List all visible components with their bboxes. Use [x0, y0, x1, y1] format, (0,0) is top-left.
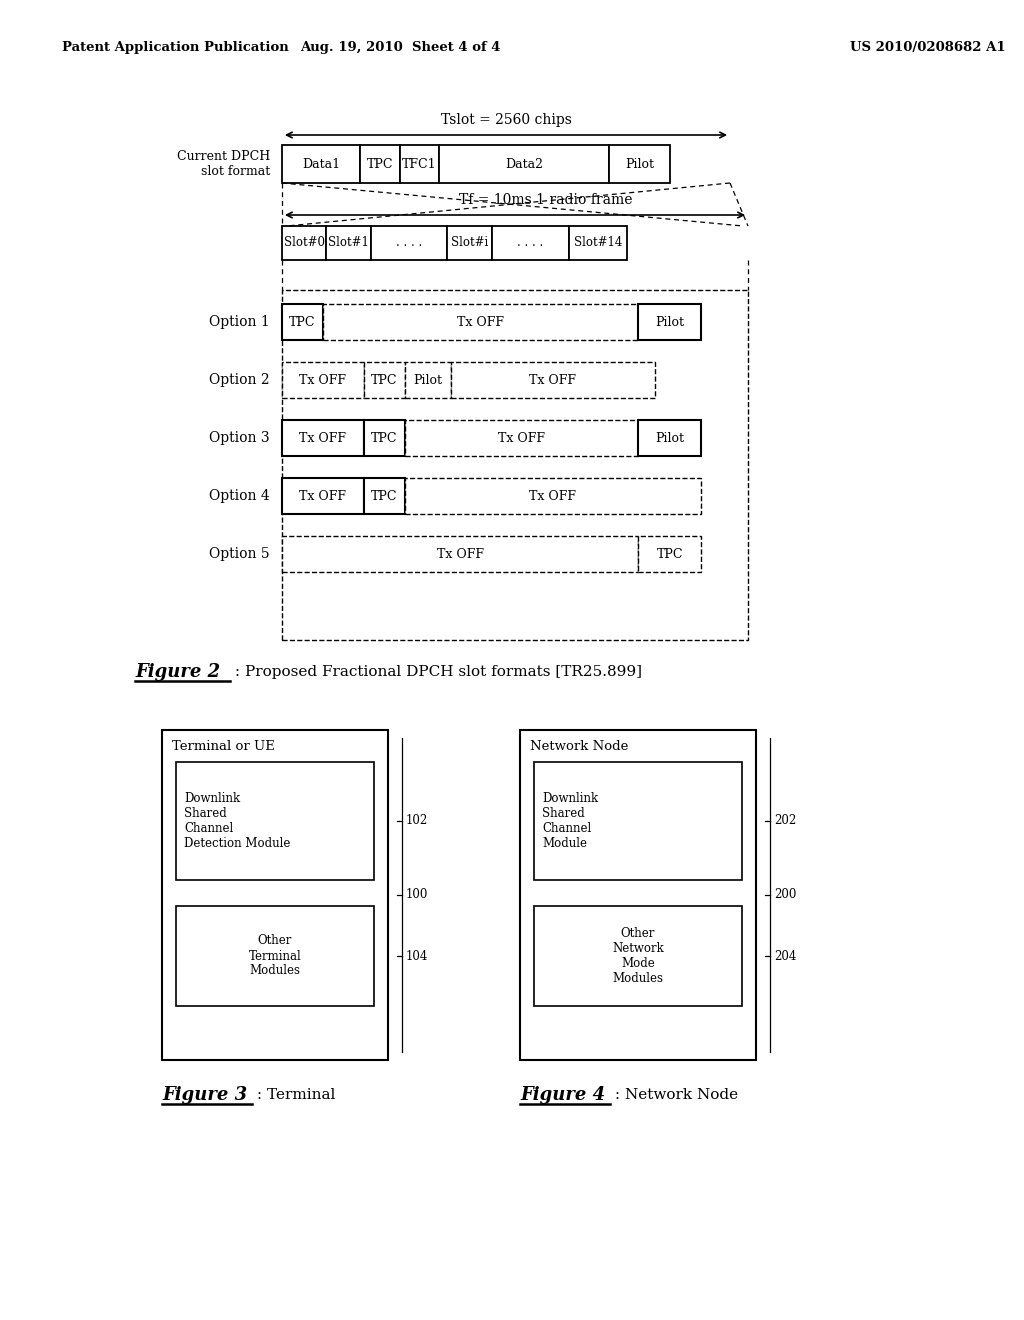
- Text: TPC: TPC: [371, 432, 397, 445]
- Text: Patent Application Publication: Patent Application Publication: [62, 41, 289, 54]
- Text: Option 2: Option 2: [209, 374, 270, 387]
- Bar: [176, 906, 374, 1006]
- Text: Option 3: Option 3: [209, 432, 270, 445]
- Text: Other
Network
Mode
Modules: Other Network Mode Modules: [612, 927, 664, 985]
- Bar: [162, 730, 388, 1060]
- Text: . . . .: . . . .: [517, 236, 544, 249]
- Text: Aug. 19, 2010  Sheet 4 of 4: Aug. 19, 2010 Sheet 4 of 4: [300, 41, 501, 54]
- Bar: [404, 420, 639, 455]
- Text: 202: 202: [774, 814, 797, 828]
- Text: Tslot = 2560 chips: Tslot = 2560 chips: [440, 114, 571, 127]
- Text: Downlink
Shared
Channel
Detection Module: Downlink Shared Channel Detection Module: [184, 792, 291, 850]
- Bar: [371, 226, 447, 260]
- Text: Other
Terminal
Modules: Other Terminal Modules: [249, 935, 301, 978]
- Bar: [447, 226, 492, 260]
- Text: : Proposed Fractional DPCH slot formats [TR25.899]: : Proposed Fractional DPCH slot formats …: [230, 665, 642, 678]
- Text: Slot#0: Slot#0: [284, 236, 325, 249]
- Text: 102: 102: [406, 814, 428, 828]
- Bar: [639, 536, 701, 572]
- Bar: [439, 145, 609, 183]
- Text: TPC: TPC: [656, 548, 683, 561]
- Text: Network Node: Network Node: [530, 739, 629, 752]
- Text: 200: 200: [774, 888, 797, 902]
- Text: Tx OFF: Tx OFF: [529, 490, 577, 503]
- Text: : Network Node: : Network Node: [610, 1088, 738, 1102]
- Bar: [452, 362, 654, 399]
- Bar: [282, 290, 748, 640]
- Text: 204: 204: [774, 949, 797, 962]
- Text: Tx OFF: Tx OFF: [299, 432, 346, 445]
- Text: Tx OFF: Tx OFF: [458, 315, 504, 329]
- Bar: [323, 304, 639, 341]
- Text: Tf = 10ms 1 radio frame: Tf = 10ms 1 radio frame: [459, 193, 633, 207]
- Text: Terminal or UE: Terminal or UE: [172, 739, 274, 752]
- Text: Current DPCH
slot format: Current DPCH slot format: [177, 150, 270, 178]
- Bar: [534, 762, 742, 880]
- Text: TPC: TPC: [371, 490, 397, 503]
- Text: Tx OFF: Tx OFF: [529, 374, 577, 387]
- Text: Tx OFF: Tx OFF: [299, 490, 346, 503]
- Text: Figure 4: Figure 4: [520, 1086, 605, 1104]
- Text: Option 1: Option 1: [209, 315, 270, 329]
- Text: : Terminal: : Terminal: [252, 1088, 336, 1102]
- Text: TPC: TPC: [371, 374, 397, 387]
- Bar: [639, 420, 701, 455]
- Text: Pilot: Pilot: [655, 432, 684, 445]
- Bar: [282, 420, 364, 455]
- Text: Figure 2: Figure 2: [135, 663, 220, 681]
- Text: Pilot: Pilot: [626, 157, 654, 170]
- Bar: [534, 906, 742, 1006]
- Text: 104: 104: [406, 949, 428, 962]
- Bar: [176, 762, 374, 880]
- Bar: [404, 478, 701, 513]
- Text: Tx OFF: Tx OFF: [437, 548, 483, 561]
- Text: Option 5: Option 5: [209, 546, 270, 561]
- Bar: [492, 226, 568, 260]
- Bar: [568, 226, 627, 260]
- Text: Data1: Data1: [302, 157, 340, 170]
- Text: Tx OFF: Tx OFF: [299, 374, 346, 387]
- Bar: [639, 304, 701, 341]
- Bar: [282, 304, 323, 341]
- Text: Slot#1: Slot#1: [328, 236, 369, 249]
- Bar: [282, 362, 364, 399]
- Text: Data2: Data2: [506, 157, 544, 170]
- Bar: [364, 478, 404, 513]
- Text: 100: 100: [406, 888, 428, 902]
- Bar: [609, 145, 670, 183]
- Bar: [520, 730, 756, 1060]
- Text: TFC1: TFC1: [402, 157, 437, 170]
- Bar: [282, 536, 639, 572]
- Text: . . . .: . . . .: [396, 236, 422, 249]
- Bar: [404, 362, 452, 399]
- Bar: [364, 362, 404, 399]
- Bar: [399, 145, 439, 183]
- Text: Downlink
Shared
Channel
Module: Downlink Shared Channel Module: [542, 792, 598, 850]
- Bar: [282, 226, 327, 260]
- Text: US 2010/0208682 A1: US 2010/0208682 A1: [850, 41, 1006, 54]
- Text: Slot#i: Slot#i: [451, 236, 488, 249]
- Text: TPC: TPC: [289, 315, 315, 329]
- Bar: [282, 145, 360, 183]
- Bar: [282, 478, 364, 513]
- Text: Figure 3: Figure 3: [162, 1086, 247, 1104]
- Bar: [364, 420, 404, 455]
- Text: Pilot: Pilot: [414, 374, 442, 387]
- Bar: [327, 226, 371, 260]
- Text: Tx OFF: Tx OFF: [498, 432, 545, 445]
- Text: Slot#14: Slot#14: [573, 236, 622, 249]
- Text: TPC: TPC: [367, 157, 393, 170]
- Text: Pilot: Pilot: [655, 315, 684, 329]
- Bar: [360, 145, 399, 183]
- Text: Option 4: Option 4: [209, 488, 270, 503]
